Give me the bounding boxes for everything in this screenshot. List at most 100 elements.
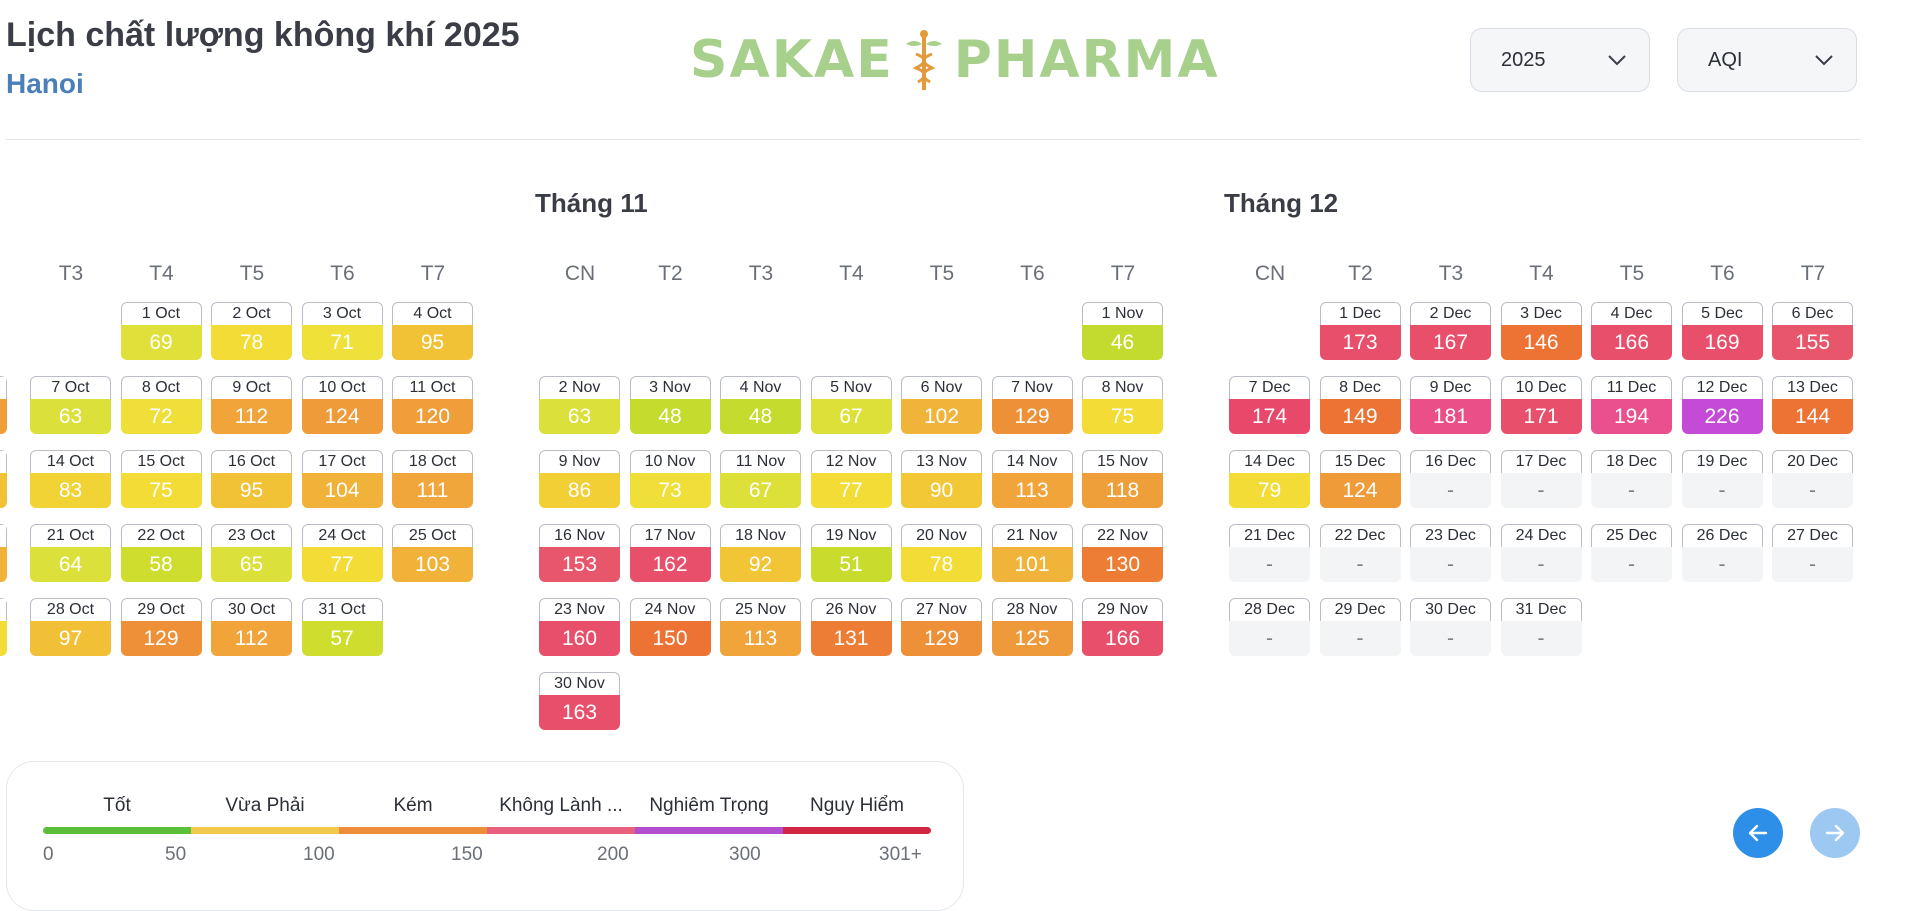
day-cell[interactable]: 22 Nov 130 [1082, 524, 1163, 582]
day-cell[interactable]: 8 Oct 72 [120, 376, 202, 434]
day-cell[interactable]: 12 Dec 226 [1681, 376, 1763, 434]
aqi-value: 130 [1082, 547, 1163, 582]
day-cell[interactable]: 18 Oct 111 [392, 450, 473, 508]
day-cell[interactable]: 15 Dec 124 [1319, 450, 1401, 508]
day-cell[interactable]: 6 Dec 155 [1772, 302, 1853, 360]
day-cell[interactable]: 11 Dec 194 [1591, 376, 1672, 434]
day-cell[interactable]: 11 Oct 120 [392, 376, 473, 434]
day-cell[interactable]: 19 Dec - [1681, 450, 1763, 508]
day-cell[interactable]: 24 Oct 77 [301, 524, 383, 582]
day-cell[interactable]: 2 Oct 78 [211, 302, 292, 360]
day-cell[interactable]: 17 Oct 104 [301, 450, 383, 508]
weekday-header: T6 [1020, 262, 1045, 285]
day-cell[interactable]: 15 Oct 75 [120, 450, 202, 508]
day-cell[interactable]: 7 Oct 63 [30, 376, 111, 434]
day-cell[interactable]: 22 Oct 58 [120, 524, 202, 582]
day-cell[interactable]: 18 Dec - [1591, 450, 1672, 508]
day-cell[interactable]: 9 Dec 181 [1410, 376, 1491, 434]
day-cell[interactable]: 13 Nov 90 [901, 450, 982, 508]
day-cell[interactable]: 9 Nov 86 [539, 450, 620, 508]
day-cell[interactable]: 29 Dec - [1319, 598, 1401, 656]
day-cell[interactable]: 25 Nov 113 [720, 598, 801, 656]
day-cell[interactable]: 14 Nov 113 [991, 450, 1073, 508]
day-cell[interactable]: 25 Dec - [1591, 524, 1672, 582]
next-button[interactable] [1810, 808, 1860, 858]
day-cell[interactable]: 17 Dec - [1500, 450, 1582, 508]
chevron-down-icon [1608, 55, 1626, 66]
day-cell[interactable]: 31 Oct 57 [301, 598, 383, 656]
day-cell[interactable]: 21 Nov 101 [991, 524, 1073, 582]
day-cell[interactable]: 3 Nov 48 [629, 376, 711, 434]
day-cell[interactable]: 23 Nov 160 [539, 598, 620, 656]
day-cell[interactable]: 10 Oct 124 [301, 376, 383, 434]
day-cell[interactable]: 26 Dec - [1681, 524, 1763, 582]
day-cell[interactable]: 5 Nov 67 [810, 376, 892, 434]
day-cell[interactable]: 30 Nov 163 [539, 672, 620, 730]
day-cell[interactable]: 30 Oct 112 [211, 598, 292, 656]
aqi-value: 131 [810, 621, 892, 656]
year-select[interactable]: 2025 [1470, 28, 1650, 92]
day-cell[interactable]: 11 Nov 67 [720, 450, 801, 508]
day-cell[interactable]: 2 Nov 63 [539, 376, 620, 434]
prev-button[interactable] [1733, 808, 1783, 858]
day-cell[interactable]: 14 Dec 79 [1229, 450, 1310, 508]
day-cell[interactable]: 19 Nov 51 [810, 524, 892, 582]
day-cell[interactable]: 10 Dec 171 [1500, 376, 1582, 434]
day-cell[interactable]: 31 Dec - [1500, 598, 1582, 656]
day-date: 24 Dec [1500, 524, 1582, 547]
day-cell[interactable]: 21 Oct 64 [30, 524, 111, 582]
day-cell[interactable]: 1 Nov 46 [1082, 302, 1163, 360]
day-cell[interactable]: 5 Dec 169 [1681, 302, 1763, 360]
aqi-value: 112 [211, 399, 292, 434]
day-cell[interactable]: 21 Dec - [1229, 524, 1310, 582]
day-cell[interactable]: 26 Nov 131 [810, 598, 892, 656]
day-cell[interactable]: 4 Dec 166 [1591, 302, 1672, 360]
day-cell[interactable]: 23 Oct 65 [211, 524, 292, 582]
day-cell[interactable]: 16 Oct 95 [211, 450, 292, 508]
day-cell[interactable]: 6 Nov 102 [901, 376, 982, 434]
day-cell[interactable]: 23 Dec - [1410, 524, 1491, 582]
day-date: 18 Dec [1591, 450, 1672, 473]
day-cell[interactable]: 27 Nov 129 [901, 598, 982, 656]
day-cell[interactable]: 13 Dec 144 [1772, 376, 1853, 434]
day-cell[interactable]: 16 Dec - [1410, 450, 1491, 508]
day-cell[interactable]: 24 Dec - [1500, 524, 1582, 582]
day-cell[interactable]: 3 Dec 146 [1500, 302, 1582, 360]
day-cell[interactable]: 18 Nov 92 [720, 524, 801, 582]
day-cell[interactable]: 2 Dec 167 [1410, 302, 1491, 360]
day-cell[interactable]: 28 Oct 97 [30, 598, 111, 656]
day-cell[interactable]: 28 Nov 125 [991, 598, 1073, 656]
day-cell[interactable]: 7 Dec 174 [1229, 376, 1310, 434]
day-cell[interactable]: 14 Oct 83 [30, 450, 111, 508]
day-cell[interactable]: 17 Nov 162 [629, 524, 711, 582]
day-cell[interactable]: 25 Oct 103 [392, 524, 473, 582]
day-cell[interactable]: 22 Dec - [1319, 524, 1401, 582]
day-cell[interactable]: 4 Nov 48 [720, 376, 801, 434]
day-cell[interactable]: 7 Nov 129 [991, 376, 1073, 434]
day-cell[interactable]: 29 Oct 129 [120, 598, 202, 656]
day-cell[interactable]: 12 Nov 77 [810, 450, 892, 508]
day-cell[interactable]: 1 Dec 173 [1319, 302, 1401, 360]
day-cell[interactable]: 28 Dec - [1229, 598, 1310, 656]
weekday-header: T3 [1438, 262, 1464, 285]
day-cell[interactable]: 1 Oct 69 [120, 302, 202, 360]
day-cell[interactable]: 16 Nov 153 [539, 524, 620, 582]
day-cell[interactable]: 8 Nov 75 [1082, 376, 1163, 434]
day-cell[interactable]: 30 Dec - [1410, 598, 1491, 656]
day-cell[interactable]: 15 Nov 118 [1082, 450, 1163, 508]
day-cell[interactable]: 29 Nov 166 [1082, 598, 1163, 656]
day-date: 19 Dec [1681, 450, 1763, 473]
day-cell[interactable]: 20 Nov 78 [901, 524, 982, 582]
day-cell[interactable]: 4 Oct 95 [392, 302, 473, 360]
day-cell[interactable]: 9 Oct 112 [211, 376, 292, 434]
day-cell[interactable]: 24 Nov 150 [629, 598, 711, 656]
aqi-value: 92 [720, 547, 801, 582]
day-cell[interactable]: 20 Dec - [1772, 450, 1853, 508]
day-cell[interactable]: 10 Nov 73 [629, 450, 711, 508]
metric-select[interactable]: AQI [1677, 28, 1857, 92]
aqi-value: 160 [539, 621, 620, 656]
day-cell[interactable]: 8 Dec 149 [1319, 376, 1401, 434]
day-cell[interactable]: 27 Dec - [1772, 524, 1853, 582]
aqi-value: 173 [1319, 325, 1401, 360]
day-cell[interactable]: 3 Oct 71 [301, 302, 383, 360]
